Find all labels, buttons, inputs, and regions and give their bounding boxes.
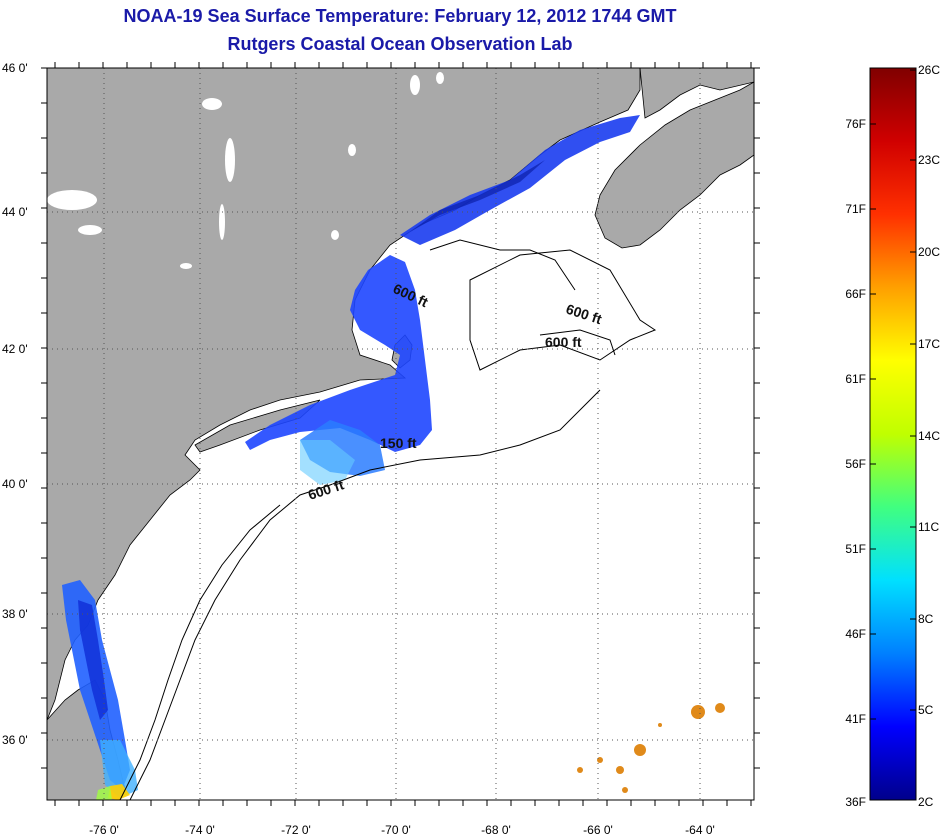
latitude-label: 42 0' bbox=[2, 342, 28, 356]
colorbar-fahrenheit-label: 46F bbox=[845, 627, 866, 641]
latitude-label: 38 0' bbox=[2, 607, 28, 621]
longitude-label: -70 0' bbox=[381, 823, 411, 837]
longitude-labels: -76 0' -74 0' -72 0' -70 0' -68 0' -66 0' -64 … bbox=[89, 823, 715, 837]
longitude-label: -64 0' bbox=[685, 823, 715, 837]
colorbar-celsius-label: 11C bbox=[918, 520, 939, 534]
longitude-label: -74 0' bbox=[185, 823, 215, 837]
colorbar-celsius-label: 8C bbox=[918, 612, 934, 626]
contour-label-4: 150 ft bbox=[380, 435, 417, 451]
colorbar-celsius-label: 17C bbox=[918, 337, 940, 351]
colorbar-fahrenheit-label: 41F bbox=[845, 712, 866, 726]
longitude-label: -76 0' bbox=[89, 823, 119, 837]
sst-warm-patches bbox=[577, 703, 725, 793]
colorbar-fahrenheit-label: 56F bbox=[845, 457, 866, 471]
colorbar-fahrenheit-label: 51F bbox=[845, 542, 866, 556]
axis-ticks bbox=[41, 62, 760, 806]
colorbar-celsius-label: 14C bbox=[918, 429, 940, 443]
map-frame bbox=[46, 67, 755, 801]
map-subtitle: Rutgers Coastal Ocean Observation Lab bbox=[227, 34, 573, 54]
colorbar-fahrenheit-label: 71F bbox=[845, 202, 866, 216]
longitude-label: -66 0' bbox=[583, 823, 613, 837]
longitude-label: -68 0' bbox=[481, 823, 511, 837]
colorbar-fahrenheit-ticks: 76F 71F 66F 61F 56F 51F 46F 41F 36F bbox=[845, 117, 876, 809]
colorbar-celsius-label: 26C bbox=[918, 63, 940, 77]
colorbar-fahrenheit-label: 61F bbox=[845, 372, 866, 386]
inland-lakes bbox=[47, 72, 444, 269]
colorbar-celsius-label: 5C bbox=[918, 703, 934, 717]
depth-contours bbox=[119, 239, 657, 800]
colorbar-fahrenheit-label: 66F bbox=[845, 287, 866, 301]
colorbar-celsius-ticks: 26C 23C 20C 17C 14C 11C 8C 5C 2C bbox=[910, 63, 940, 809]
latitude-labels: 46 0' 44 0' 42 0' 40 0' 38 0' 36 0' bbox=[2, 61, 28, 747]
contour-label-3: 600 ft bbox=[545, 334, 582, 350]
graticule bbox=[47, 68, 754, 800]
colorbar-fahrenheit-label: 76F bbox=[845, 117, 866, 131]
latitude-label: 36 0' bbox=[2, 733, 28, 747]
colorbar bbox=[869, 67, 917, 801]
colorbar-celsius-label: 2C bbox=[918, 795, 934, 809]
land-nova-scotia bbox=[594, 81, 754, 249]
sst-gulf-of-maine-band bbox=[245, 115, 640, 485]
colorbar-celsius-label: 23C bbox=[918, 153, 940, 167]
colorbar-celsius-label: 20C bbox=[918, 245, 940, 259]
latitude-label: 40 0' bbox=[2, 477, 28, 491]
longitude-label: -72 0' bbox=[281, 823, 311, 837]
latitude-label: 44 0' bbox=[2, 205, 28, 219]
latitude-label: 46 0' bbox=[2, 61, 28, 75]
map-title: NOAA-19 Sea Surface Temperature: Februar… bbox=[123, 6, 677, 26]
land-new-brunswick bbox=[639, 68, 754, 119]
colorbar-fahrenheit-label: 36F bbox=[845, 795, 866, 809]
